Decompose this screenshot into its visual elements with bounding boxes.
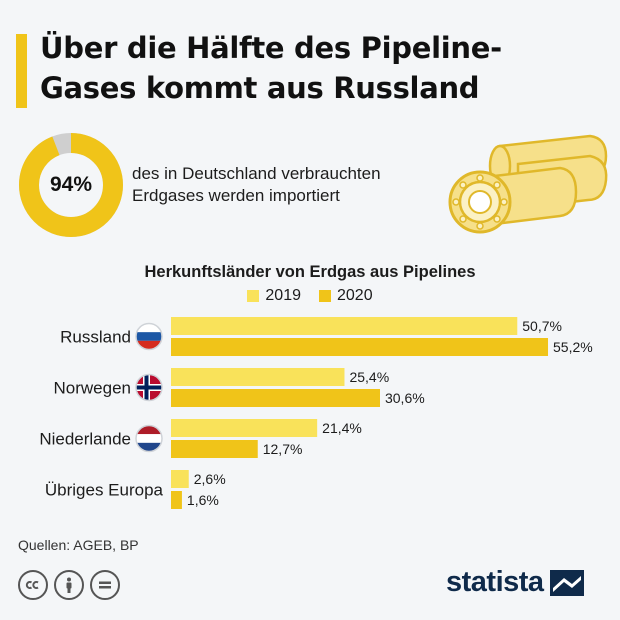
category-label: Russland <box>60 328 131 347</box>
chart-legend: 2019 2020 <box>0 287 620 305</box>
chart-title: Herkunftsländer von Erdgas aus Pipelines <box>144 263 476 281</box>
bar-value-label: 12,7% <box>263 441 303 457</box>
title-line-2: Gases kommt aus Russland <box>40 71 480 105</box>
pipeline-illustration <box>448 134 608 234</box>
import-share-donut <box>19 133 123 237</box>
legend-label-2020: 2020 <box>337 287 373 304</box>
bar-value-label: 21,4% <box>322 420 362 436</box>
category-label: Norwegen <box>54 379 132 398</box>
bar-2020 <box>171 338 549 356</box>
title-line-1: Über die Hälfte des Pipeline- <box>40 31 502 65</box>
russia-flag-icon <box>135 322 163 351</box>
nd-icon[interactable] <box>90 570 120 600</box>
bar-2019 <box>171 419 318 437</box>
source-note: Quellen: AGEB, BP <box>18 537 139 553</box>
bar-chart: Russland 50,7% 55,2% Norwegen 25,4% 30,6% Nied… <box>39 317 593 509</box>
category-label: Übriges Europa <box>45 481 164 500</box>
legend-swatch-2019 <box>247 290 260 302</box>
cc-icon[interactable] <box>18 570 48 600</box>
legend-swatch-2020 <box>319 290 331 302</box>
description-line-1: des in Deutschland verbrauchten <box>132 164 381 183</box>
bar-value-label: 1,6% <box>187 492 219 508</box>
title-accent-bar <box>16 34 27 108</box>
bar-value-label: 55,2% <box>553 339 593 355</box>
description-line-2: Erdgases werden importiert <box>132 186 340 205</box>
import-share-value: 94% <box>49 173 93 196</box>
netherlands-flag-icon <box>135 424 163 453</box>
norway-flag-icon <box>135 373 163 402</box>
bar-value-label: 25,4% <box>349 369 389 385</box>
bar-2020 <box>171 440 258 458</box>
brand-name: statista <box>446 566 544 598</box>
legend-item-2020: 2020 <box>319 287 373 305</box>
page-title: Über die Hälfte des Pipeline- Gases komm… <box>40 28 610 108</box>
bar-2019 <box>171 470 189 488</box>
category-label: Niederlande <box>39 430 131 449</box>
bar-value-label: 30,6% <box>385 390 425 406</box>
bar-2019 <box>171 317 518 335</box>
by-icon[interactable] <box>54 570 84 600</box>
import-share-description: des in Deutschland verbrauchten Erdgases… <box>132 163 432 207</box>
bar-2020 <box>171 491 182 509</box>
bar-2019 <box>171 368 345 386</box>
bar-value-label: 50,7% <box>522 318 562 334</box>
statista-logo[interactable]: statista <box>446 566 584 599</box>
legend-item-2019: 2019 <box>247 287 301 305</box>
license-icons <box>18 570 120 600</box>
statista-logo-icon <box>549 569 584 596</box>
bar-2020 <box>171 389 380 407</box>
bar-value-label: 2,6% <box>194 471 226 487</box>
donut-value-arc <box>19 133 123 237</box>
legend-label-2019: 2019 <box>265 287 301 304</box>
